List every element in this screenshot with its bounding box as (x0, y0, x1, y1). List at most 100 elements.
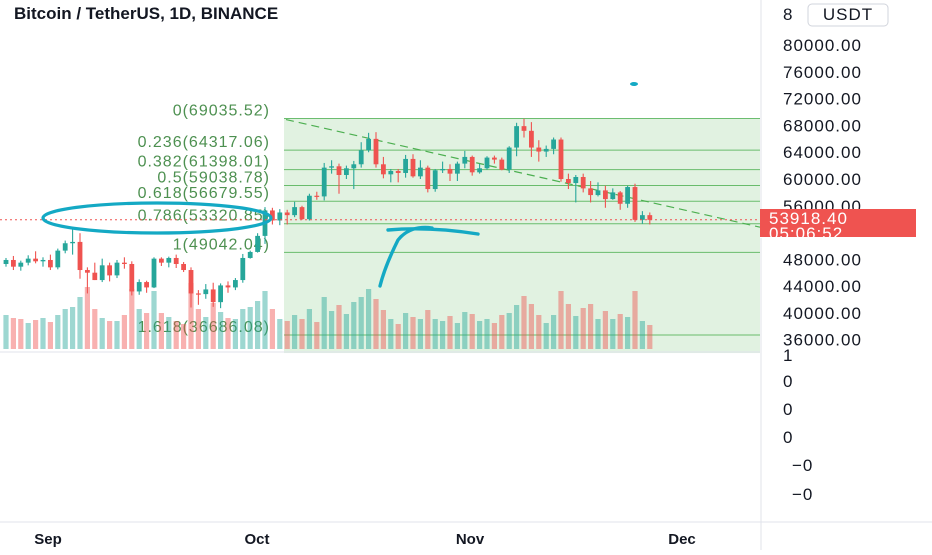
volume-bar (528, 304, 534, 349)
time-tick-label: Oct (244, 531, 269, 548)
candle-body (92, 272, 98, 281)
volume-bar (129, 289, 135, 349)
volume-bar (240, 309, 246, 349)
candle-body (247, 251, 253, 258)
volume-bar (158, 313, 164, 349)
volume-bar (440, 321, 446, 349)
candle-body (196, 293, 201, 295)
time-tick-label: Dec (668, 531, 696, 548)
candle-body (173, 257, 179, 264)
price-tick-label: 60000.00 (783, 170, 862, 189)
volume-bar (92, 309, 98, 349)
volume-bar (195, 309, 201, 349)
candle-body (647, 215, 653, 220)
fib-level-label: 1.618(36686.08) (138, 319, 270, 336)
volume-bar (173, 321, 179, 349)
volume-bar (425, 310, 431, 349)
candle-body (640, 215, 645, 220)
candle-body (573, 177, 579, 184)
candle-body (344, 168, 349, 175)
volume-bar (121, 315, 127, 349)
volume-bar (33, 320, 39, 349)
volume-bar (299, 319, 305, 349)
annotation-ellipse[interactable] (41, 201, 273, 235)
volume-bar (70, 307, 76, 349)
price-axis-divider (760, 0, 762, 550)
volume-bar (210, 303, 216, 349)
candle-body (77, 241, 83, 271)
volume-bar (491, 323, 497, 349)
volume-bar (62, 309, 68, 349)
volume-bar (47, 322, 53, 349)
candle-body (432, 170, 438, 190)
volume-bar (610, 319, 616, 349)
candle-body (329, 166, 334, 168)
volume-bar (284, 321, 290, 349)
candle-body (307, 195, 312, 220)
volume-bar (269, 309, 275, 349)
candle-body (462, 156, 468, 164)
fib-level-label: 0(69035.52) (173, 103, 270, 120)
last-price-value: 53918.40 (769, 209, 848, 228)
volume-bar (99, 318, 105, 349)
lower-pane-tick-label: −0 (792, 485, 813, 504)
candle-body (11, 259, 16, 267)
volume-bar (107, 321, 113, 349)
volume-bar (514, 305, 520, 349)
candle-body (425, 167, 431, 190)
volume-bar (395, 324, 401, 349)
volume-bar (617, 314, 623, 349)
volume-bar (521, 296, 527, 349)
volume-bar (188, 283, 194, 349)
candle-body (551, 139, 556, 149)
candle-body (418, 167, 423, 177)
candle-body (122, 262, 127, 264)
fib-level-label: 0.5(59038.78) (157, 169, 270, 186)
candle-body (477, 168, 482, 173)
volume-bar (410, 317, 416, 349)
fib-level-label: 1(49042.04) (173, 236, 270, 253)
volume-bar (292, 315, 298, 349)
candle-body (48, 259, 53, 268)
annotation-arrow-head[interactable] (386, 227, 480, 236)
volume-bar (84, 287, 90, 349)
currency-badge-box[interactable] (807, 3, 889, 27)
price-tick-label: 64000.00 (783, 143, 862, 162)
candle-body (40, 259, 46, 262)
candle-body (403, 158, 408, 173)
volume-bar (136, 309, 142, 349)
currency-badge-label[interactable]: USDT (823, 5, 873, 24)
annotation-dot[interactable] (630, 82, 638, 86)
volume-bar (77, 297, 83, 349)
last-price-countdown: 05:06:52 (769, 224, 843, 243)
fibonacci-retracement[interactable]: 0(69035.52) 0.236(64317.06) 0.382(61398.01… (138, 103, 761, 354)
candle-body (188, 270, 194, 294)
currency-selector[interactable]: USDT (807, 3, 889, 27)
candle-body (440, 168, 445, 171)
price-tick-partial: 8 (783, 5, 793, 24)
candle-body (314, 195, 320, 197)
candle-body (240, 257, 246, 281)
candle-body (625, 187, 630, 204)
candlesticks (3, 118, 653, 309)
pen-annotations[interactable] (41, 82, 638, 288)
volume-bar (469, 314, 475, 349)
volume-bar (639, 321, 645, 349)
volume-bar (565, 304, 571, 349)
time-tick-label: Sep (34, 531, 62, 548)
volume-bar (114, 321, 120, 349)
candle-body (543, 148, 549, 152)
candle-body (455, 163, 460, 174)
volume-bar (432, 319, 438, 349)
candle-body (388, 170, 394, 175)
volume-bar (551, 315, 557, 349)
candle-body (55, 250, 61, 268)
volume-bar (595, 319, 601, 349)
axes: 80000.00 76000.00 72000.00 68000.00 64000.00… (34, 3, 916, 548)
candle-body (3, 259, 9, 264)
candle-body (203, 289, 209, 295)
candle-body (85, 270, 90, 273)
